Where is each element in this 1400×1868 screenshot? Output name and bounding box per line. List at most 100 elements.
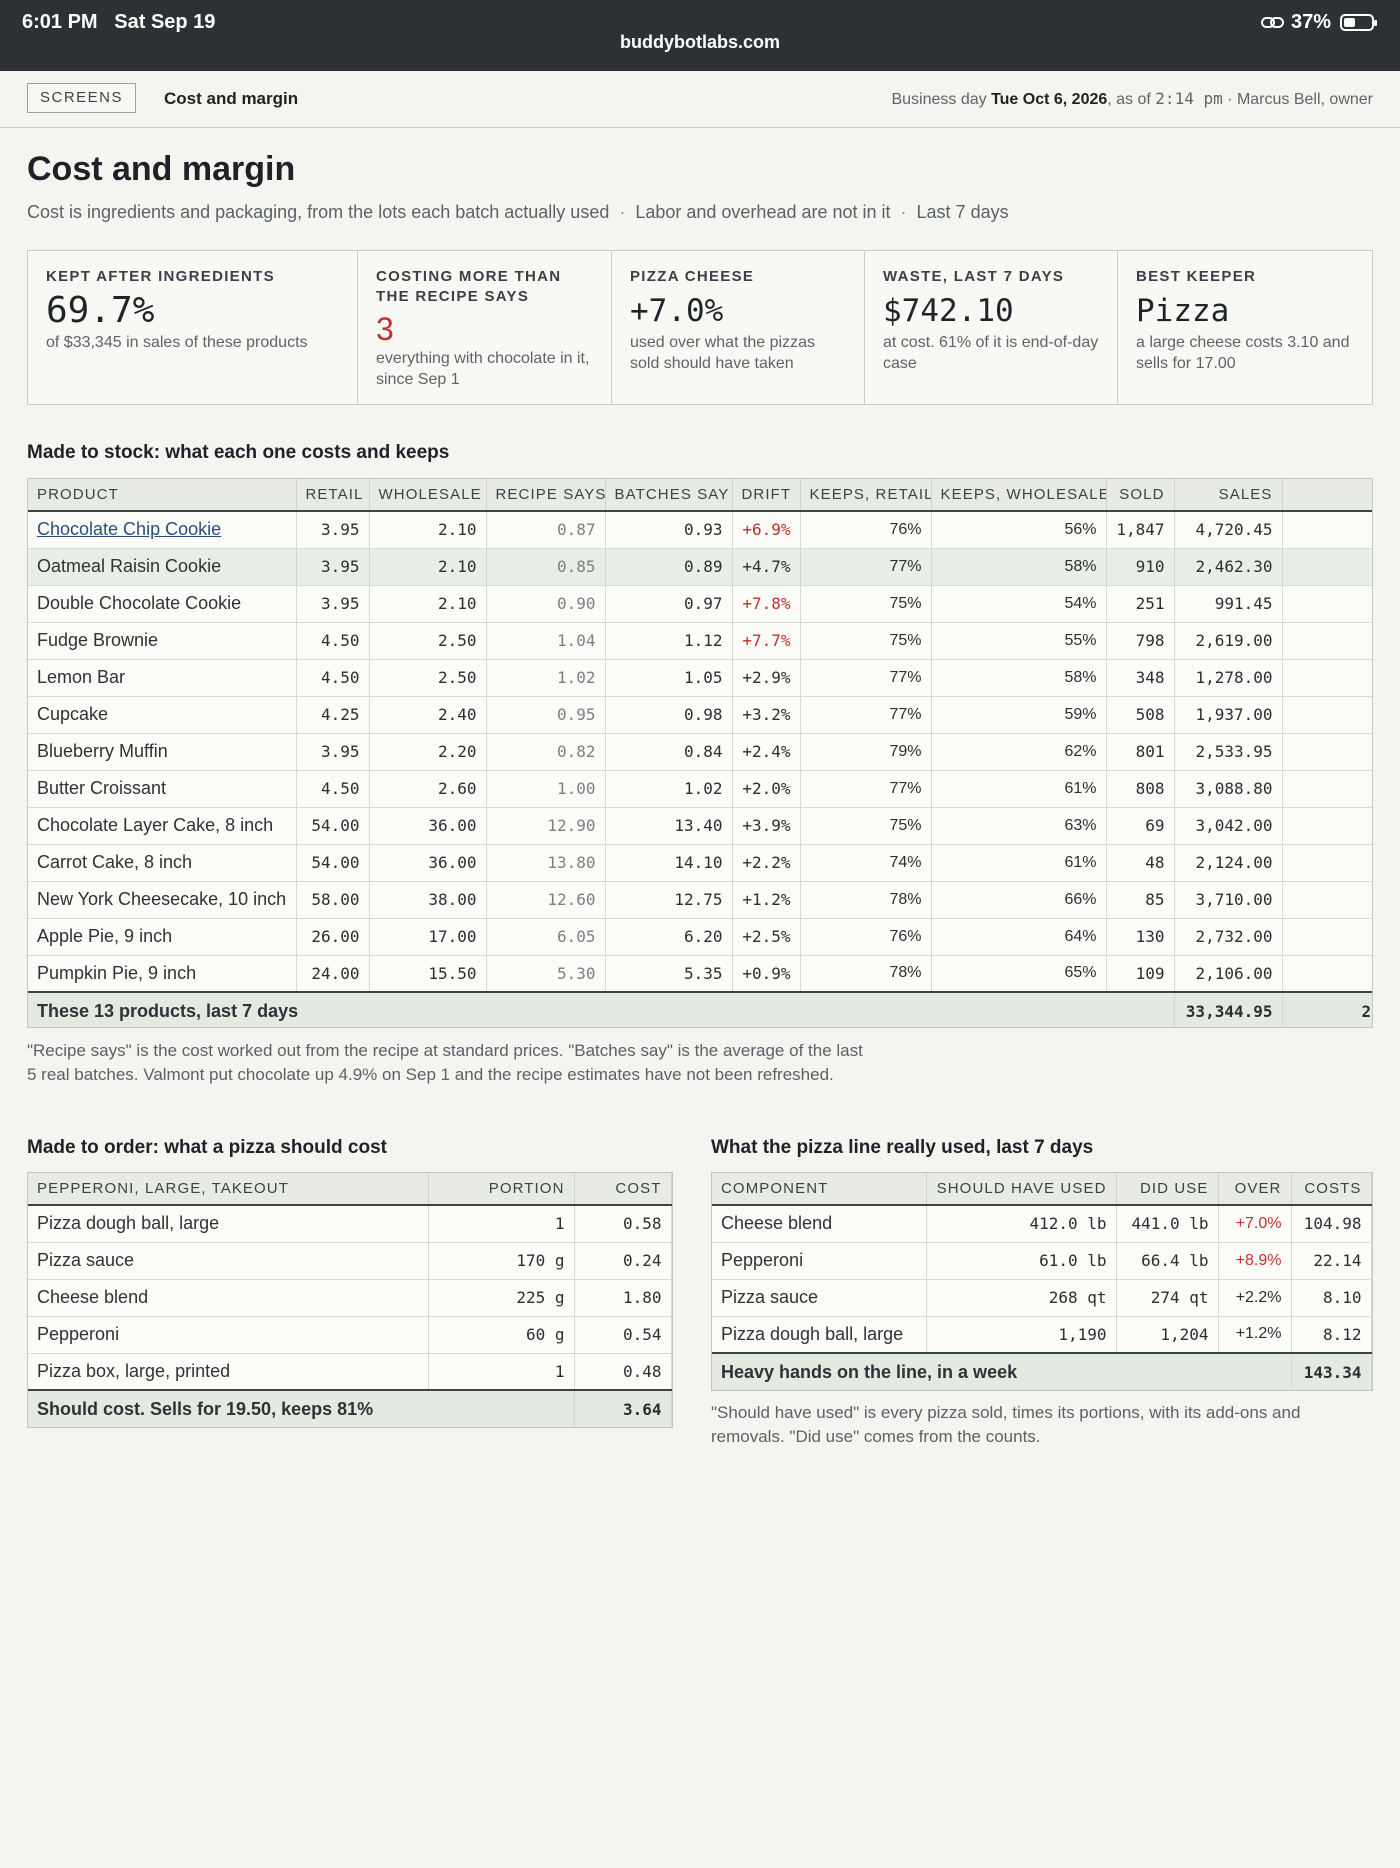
column-header: COSTS — [1291, 1173, 1372, 1206]
table-total-row: These 13 products, last 7 days 33,344.95 2… — [28, 991, 1372, 1027]
product-name: Fudge Brownie — [28, 622, 297, 660]
recipe-cost: 1.04 — [486, 622, 606, 660]
recipe-cost: 0.82 — [486, 733, 606, 771]
table-row[interactable]: New York Cheesecake, 10 inch 58.00 38.00 12… — [28, 881, 1372, 919]
sold-count: 798 — [1106, 622, 1175, 660]
screens-button[interactable]: SCREENS — [27, 83, 137, 113]
kpi-note: everything with chocolate in it, since S… — [376, 350, 590, 388]
kpi-value: Pizza — [1136, 293, 1230, 329]
costs: 8.12 — [1291, 1316, 1372, 1354]
pizza-line-table-wrap: COMPONENT SHOULD HAVE USED DID USE OVER COST… — [711, 1172, 1373, 1391]
pizza-line-note: "Should have used" is every pizza sold, … — [711, 1401, 1300, 1449]
batch-cost: 0.98 — [605, 696, 733, 734]
product-name[interactable]: Chocolate Chip Cookie — [28, 511, 297, 549]
battery-icon — [1340, 14, 1377, 31]
total-cost: 3.64 — [574, 1389, 672, 1427]
column-header[interactable]: SALES — [1174, 479, 1283, 512]
cost: 1.80 — [574, 1279, 672, 1317]
pizza-line-table: COMPONENT SHOULD HAVE USED DID USE OVER COST… — [712, 1173, 1372, 1390]
table-row[interactable]: Carrot Cake, 8 inch 54.00 36.00 13.80 14.10 +… — [28, 844, 1372, 882]
status-time: 6:01 PM Sat Sep 19 — [22, 11, 215, 34]
keeps: 1,861.1 — [1282, 733, 1372, 771]
component: Pizza box, large, printed — [28, 1353, 429, 1391]
business-day: Tue Oct 6, 2026 — [991, 91, 1108, 108]
table-row[interactable]: Butter Croissant 4.50 2.60 1.00 1.02 +2.0% 77%… — [28, 770, 1372, 808]
keeps-retail: 78% — [800, 881, 932, 919]
total-cost: 143.34 — [1291, 1352, 1372, 1390]
table-row[interactable]: Lemon Bar 4.50 2.50 1.02 1.05 +2.9% 77% 58% 348 1… — [28, 659, 1372, 697]
as-of-prefix: , as of — [1107, 91, 1156, 108]
column-header[interactable]: WHOLESALE — [369, 479, 487, 512]
column-header[interactable]: KEEPS, RETAIL — [800, 479, 932, 512]
table-row[interactable]: Pumpkin Pie, 9 inch 24.00 15.50 5.30 5.35 +0.… — [28, 955, 1372, 993]
table-row[interactable]: Oatmeal Raisin Cookie 3.95 2.10 0.85 0.89 +4.… — [28, 548, 1372, 586]
keeps: 1,439.1 — [1282, 696, 1372, 734]
keeps-retail: 76% — [800, 918, 932, 956]
wholesale-price: 17.00 — [369, 918, 487, 956]
table-row[interactable]: Blueberry Muffin 3.95 2.20 0.82 0.84 +2.4% 79%… — [28, 733, 1372, 771]
table-row[interactable]: Chocolate Layer Cake, 8 inch 54.00 36.00 12… — [28, 807, 1372, 845]
product-name: Double Chocolate Cookie — [28, 585, 297, 623]
product-name: Butter Croissant — [28, 770, 297, 808]
retail-price: 3.95 — [296, 548, 370, 586]
keeps-retail: 77% — [800, 696, 932, 734]
keeps-retail: 74% — [800, 844, 932, 882]
should-have-used: 1,190 — [926, 1316, 1117, 1354]
column-header: PORTION — [428, 1173, 575, 1206]
column-header[interactable]: KEEPS, WHOLESALE — [931, 479, 1107, 512]
note-line: removals. "Did use" comes from the count… — [711, 1427, 1041, 1446]
stock-table: PRODUCT RETAIL WHOLESALE RECIPE SAYS BATCHES… — [28, 479, 1372, 1027]
keeps-wholesale: 61% — [931, 770, 1107, 808]
retail-price: 3.95 — [296, 511, 370, 549]
should-have-used: 61.0 lb — [926, 1242, 1117, 1280]
sales: 2,619.00 — [1174, 622, 1283, 660]
sales: 2,462.30 — [1174, 548, 1283, 586]
keeps: 1,652.4 — [1282, 548, 1372, 586]
table-row[interactable]: Apple Pie, 9 inch 26.00 17.00 6.05 6.20 +2.5%… — [28, 918, 1372, 956]
as-of-time: 2:14 pm — [1155, 89, 1223, 108]
did-use: 274 qt — [1116, 1279, 1219, 1317]
batch-cost: 1.05 — [605, 659, 733, 697]
retail-price: 24.00 — [296, 955, 370, 993]
drift: +0.9% — [732, 955, 801, 993]
column-header[interactable]: DRIFT — [732, 479, 801, 512]
table-total-row: Should cost. Sells for 19.50, keeps 81% 3… — [28, 1389, 672, 1427]
product-name: New York Cheesecake, 10 inch — [28, 881, 297, 919]
table-row[interactable]: Cupcake 4.25 2.40 0.95 0.98 +3.2% 77% 59% 508 1,9… — [28, 696, 1372, 734]
table-row[interactable]: Chocolate Chip Cookie 3.95 2.10 0.87 0.93 +6.… — [28, 511, 1372, 549]
sales: 2,732.00 — [1174, 918, 1283, 956]
batch-cost: 0.84 — [605, 733, 733, 771]
column-header[interactable]: RETAIL — [296, 479, 370, 512]
column-header[interactable]: KEEPS — [1282, 479, 1372, 512]
sold-count: 910 — [1106, 548, 1175, 586]
retail-price: 26.00 — [296, 918, 370, 956]
page-subtitle: Cost is ingredients and packaging, from … — [27, 202, 1009, 222]
table-row[interactable]: Fudge Brownie 4.50 2.50 1.04 1.12 +7.7% 75% 55%… — [28, 622, 1372, 660]
drift: +6.9% — [732, 511, 801, 549]
component: Cheese blend — [712, 1205, 927, 1243]
wholesale-price: 2.60 — [369, 770, 487, 808]
keeps-wholesale: 63% — [931, 807, 1107, 845]
date: Sat Sep 19 — [114, 11, 216, 33]
portion: 225 g — [428, 1279, 575, 1317]
kpi-pizza-cheese: PIZZA CHEESE +7.0% used over what the pi… — [612, 251, 865, 404]
clock: 6:01 PM — [22, 11, 98, 33]
column-header[interactable]: PRODUCT — [28, 479, 297, 512]
column-header[interactable]: RECIPE SAYS — [486, 479, 606, 512]
url-bar[interactable]: buddybotlabs.com — [619, 32, 780, 52]
keeps-retail: 75% — [800, 622, 932, 660]
column-header[interactable]: SOLD — [1106, 479, 1175, 512]
kpi-label: KEPT AFTER INGREDIENTS — [46, 268, 275, 285]
table-row[interactable]: Double Chocolate Cookie 3.95 2.10 0.90 0.97 +… — [28, 585, 1372, 623]
recipe-cost: 1.00 — [486, 770, 606, 808]
kpi-value: 69.7% — [46, 290, 155, 331]
column-header[interactable]: BATCHES SAY — [605, 479, 733, 512]
recipe-cost: 0.90 — [486, 585, 606, 623]
batch-cost: 13.40 — [605, 807, 733, 845]
retail-price: 4.25 — [296, 696, 370, 734]
drift: +2.0% — [732, 770, 801, 808]
kpi-note: used over what the pizzas sold should ha… — [630, 334, 815, 372]
page-title: Cost and margin — [27, 150, 296, 188]
keeps-retail: 77% — [800, 548, 932, 586]
cost: 0.24 — [574, 1242, 672, 1280]
